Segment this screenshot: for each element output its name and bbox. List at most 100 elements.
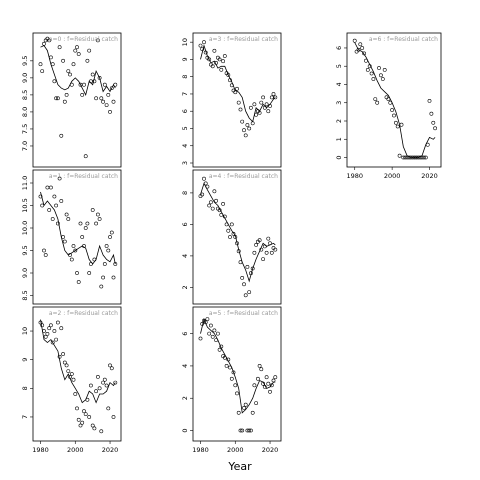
panel-title: a=6 : f=Residual catch [369, 36, 438, 43]
panel-frame [192, 169, 282, 305]
y-tick-label: 8.5 [21, 290, 29, 300]
panel-a0: 7.0 7.5 8.0 8.5 9.0 9.5 a=0 : f=Residual catch [21, 32, 122, 168]
data-point [43, 253, 48, 257]
data-point [62, 239, 67, 244]
data-point [57, 354, 62, 359]
data-point [248, 105, 253, 110]
y-tick-label: 10.0 [21, 221, 29, 235]
data-point [384, 95, 389, 100]
panel-frame [192, 32, 282, 168]
data-point [375, 100, 380, 105]
data-point [238, 428, 243, 433]
data-point [228, 365, 232, 370]
data-point [102, 377, 107, 382]
panel-title: a=4 : f=Residual catch [209, 173, 278, 180]
data-point [56, 320, 60, 325]
data-point [266, 236, 271, 241]
y-tick-label: 5 [181, 126, 189, 130]
y-tick-label: 11.0 [21, 176, 29, 190]
y-tick-label: 9.0 [21, 268, 29, 278]
data-point [54, 96, 59, 101]
data-point [231, 231, 236, 236]
data-point [365, 68, 370, 72]
data-point [252, 250, 257, 255]
panel-a3: 3 4 5 6 7 8 9 10 a=3 : f=Residual catch [181, 32, 282, 168]
data-point [66, 69, 71, 74]
data-point [85, 221, 90, 226]
panel-frame [192, 306, 282, 442]
data-point [57, 176, 62, 181]
data-point [99, 96, 104, 101]
data-point [233, 90, 238, 95]
data-point [226, 228, 231, 233]
data-point [395, 124, 400, 129]
panel-a1: 8.5 9.0 9.5 10.0 10.5 11.0 a=1 : f=Residual ca… [21, 169, 122, 305]
data-point [420, 155, 424, 160]
data-point [202, 176, 206, 181]
y-tick-label: 4 [181, 254, 189, 258]
y-tick-label: 0 [181, 428, 189, 432]
data-point [64, 212, 69, 217]
data-point [97, 76, 102, 80]
data-point [68, 72, 72, 77]
data-point [97, 217, 102, 221]
data-point [393, 120, 398, 125]
data-point [221, 59, 226, 64]
data-point [224, 363, 229, 368]
data-point [416, 155, 421, 160]
y-tick-label: 8 [181, 75, 189, 79]
y-tick-label: 8.0 [21, 107, 29, 117]
y-tick-label: 7 [181, 92, 189, 96]
data-point [56, 96, 60, 101]
data-point [229, 83, 234, 88]
data-point [207, 203, 212, 208]
data-point [47, 208, 52, 212]
data-point [38, 194, 43, 199]
data-point [42, 248, 46, 253]
data-point [52, 329, 57, 333]
y-tick-label: 0 [335, 155, 343, 159]
data-point [75, 271, 79, 275]
data-point [226, 73, 231, 77]
data-point [378, 73, 383, 78]
data-point [405, 155, 410, 160]
data-point [231, 370, 236, 375]
y-tick-label: 7.0 [21, 141, 29, 151]
data-point [210, 64, 215, 69]
data-point [429, 111, 434, 116]
data-point [89, 262, 93, 266]
data-point [208, 200, 213, 205]
data-point [255, 376, 260, 381]
data-point [214, 338, 219, 343]
data-point [215, 331, 220, 336]
data-point [111, 275, 116, 280]
data-point [219, 344, 224, 349]
x-tick-label: 2000 [227, 446, 244, 454]
data-point [69, 257, 74, 262]
data-point [52, 194, 57, 199]
data-point [208, 323, 213, 328]
data-point [87, 415, 92, 419]
panel-title: a=1 : f=Residual catch [49, 173, 118, 180]
data-point [113, 82, 118, 87]
data-point [111, 415, 116, 419]
data-point [38, 320, 43, 325]
y-tick-label: 7 [21, 415, 29, 419]
data-point [243, 293, 248, 298]
data-point [45, 185, 50, 190]
y-tick-label: 3 [181, 161, 189, 165]
data-point [97, 386, 102, 391]
data-point [89, 383, 93, 388]
panel-a6: 0 1 2 3 4 5 6 1980 2000 2020 a=6 : f=Residual catc… [335, 32, 442, 180]
data-point [69, 82, 74, 87]
data-point [386, 97, 391, 102]
data-point [76, 52, 81, 56]
data-point [83, 412, 88, 417]
y-tick-label: 4 [181, 364, 189, 368]
data-point [68, 374, 72, 379]
data-point [104, 244, 109, 248]
data-point [198, 43, 203, 48]
data-point [235, 241, 239, 246]
data-point [264, 102, 269, 107]
data-point [106, 406, 111, 411]
